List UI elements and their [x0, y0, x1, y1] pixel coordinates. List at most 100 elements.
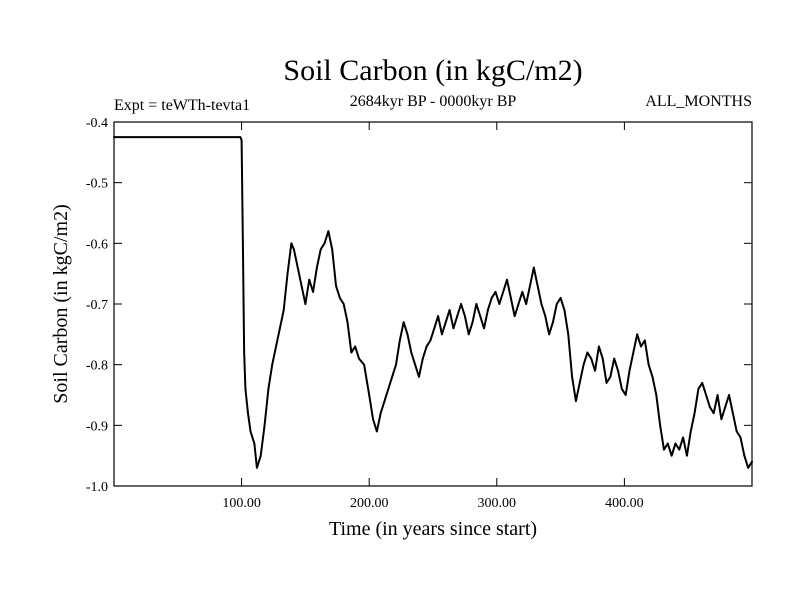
data-point	[548, 333, 551, 336]
x-tick-label: 300.00	[478, 496, 517, 511]
data-point	[731, 412, 734, 415]
data-point	[267, 388, 270, 390]
data-point	[708, 406, 711, 409]
data-point	[312, 290, 314, 293]
data-point	[271, 363, 274, 366]
data-point	[342, 303, 345, 305]
data-point	[467, 333, 470, 336]
data-point	[244, 388, 247, 390]
data-point	[437, 315, 439, 318]
y-tick-label: -0.6	[86, 237, 108, 252]
data-point	[464, 315, 466, 318]
data-point	[647, 363, 650, 366]
data-point	[253, 442, 256, 445]
data-point	[350, 351, 353, 354]
data-point	[701, 381, 704, 384]
data-point	[540, 303, 543, 305]
data-point	[643, 339, 646, 342]
data-point	[559, 297, 562, 299]
data-point	[387, 388, 390, 390]
data-point	[418, 375, 420, 378]
data-point	[590, 357, 593, 360]
series-line-soil-carbon	[113, 136, 753, 469]
data-point	[605, 381, 608, 384]
data-point	[609, 375, 612, 378]
chart-subtitle-experiment: Expt = teWTh-tevta1	[114, 97, 250, 114]
y-tick-label: -1.0	[86, 480, 108, 495]
data-point	[506, 278, 508, 281]
data-point	[354, 345, 357, 348]
series-points	[113, 136, 753, 469]
data-point	[414, 363, 417, 366]
data-point	[747, 466, 750, 469]
data-point	[640, 345, 642, 348]
data-point	[663, 448, 665, 451]
data-point	[433, 327, 436, 330]
data-point	[275, 345, 277, 348]
data-point	[674, 442, 677, 445]
data-point	[597, 345, 600, 348]
data-point	[693, 412, 696, 415]
data-point	[421, 357, 424, 360]
x-axis-label: Time (in years since start)	[329, 518, 537, 540]
data-point	[582, 363, 585, 366]
data-point	[259, 454, 262, 457]
data-point	[628, 369, 631, 372]
data-point	[282, 309, 285, 311]
data-point	[475, 303, 478, 305]
data-point	[536, 284, 539, 287]
data-point	[483, 327, 485, 330]
data-point	[479, 315, 482, 318]
data-point	[498, 303, 501, 305]
data-point	[678, 448, 681, 451]
data-point	[494, 290, 497, 293]
data-point	[601, 357, 604, 360]
data-point	[659, 424, 662, 427]
data-point	[425, 345, 428, 348]
data-point	[578, 381, 581, 384]
data-point	[686, 454, 688, 457]
data-point	[346, 321, 349, 324]
data-point	[429, 339, 432, 342]
y-axis: -1.0 -0.9 -0.8 -0.7 -0.6 -0.5 -0.4	[86, 116, 752, 495]
data-point	[613, 357, 616, 360]
data-point	[751, 460, 753, 463]
data-point	[544, 315, 547, 318]
data-point	[555, 303, 558, 305]
data-point	[327, 230, 330, 233]
chart-title: Soil Carbon (in kgC/m2)	[283, 54, 582, 87]
data-point	[552, 321, 554, 324]
data-point	[705, 394, 707, 396]
data-point	[290, 242, 293, 245]
data-point	[486, 309, 489, 311]
data-point	[372, 418, 374, 421]
data-point	[331, 248, 334, 251]
data-point	[529, 284, 531, 287]
data-point	[567, 333, 570, 336]
data-point	[594, 369, 596, 372]
data-point	[471, 321, 474, 324]
data-point	[620, 388, 623, 390]
data-point	[379, 412, 382, 415]
data-point	[728, 394, 730, 396]
data-point	[525, 303, 528, 305]
plot-frame	[113, 121, 753, 487]
data-point	[689, 430, 692, 433]
data-point	[490, 297, 493, 299]
data-point	[391, 375, 394, 378]
data-point	[406, 333, 409, 336]
data-point	[304, 303, 307, 305]
data-point	[278, 327, 281, 330]
data-point	[319, 248, 322, 251]
x-tick-label: 400.00	[605, 496, 644, 511]
data-point	[363, 363, 365, 366]
y-axis-label: Soil Carbon (in kgC/m2)	[50, 204, 72, 403]
data-point	[241, 242, 244, 245]
chart-subtitle-months: ALL_MONTHS	[645, 93, 752, 110]
data-point	[452, 327, 455, 330]
data-point	[697, 388, 700, 390]
data-point	[410, 351, 413, 354]
data-point	[300, 284, 303, 287]
data-point	[308, 278, 311, 281]
